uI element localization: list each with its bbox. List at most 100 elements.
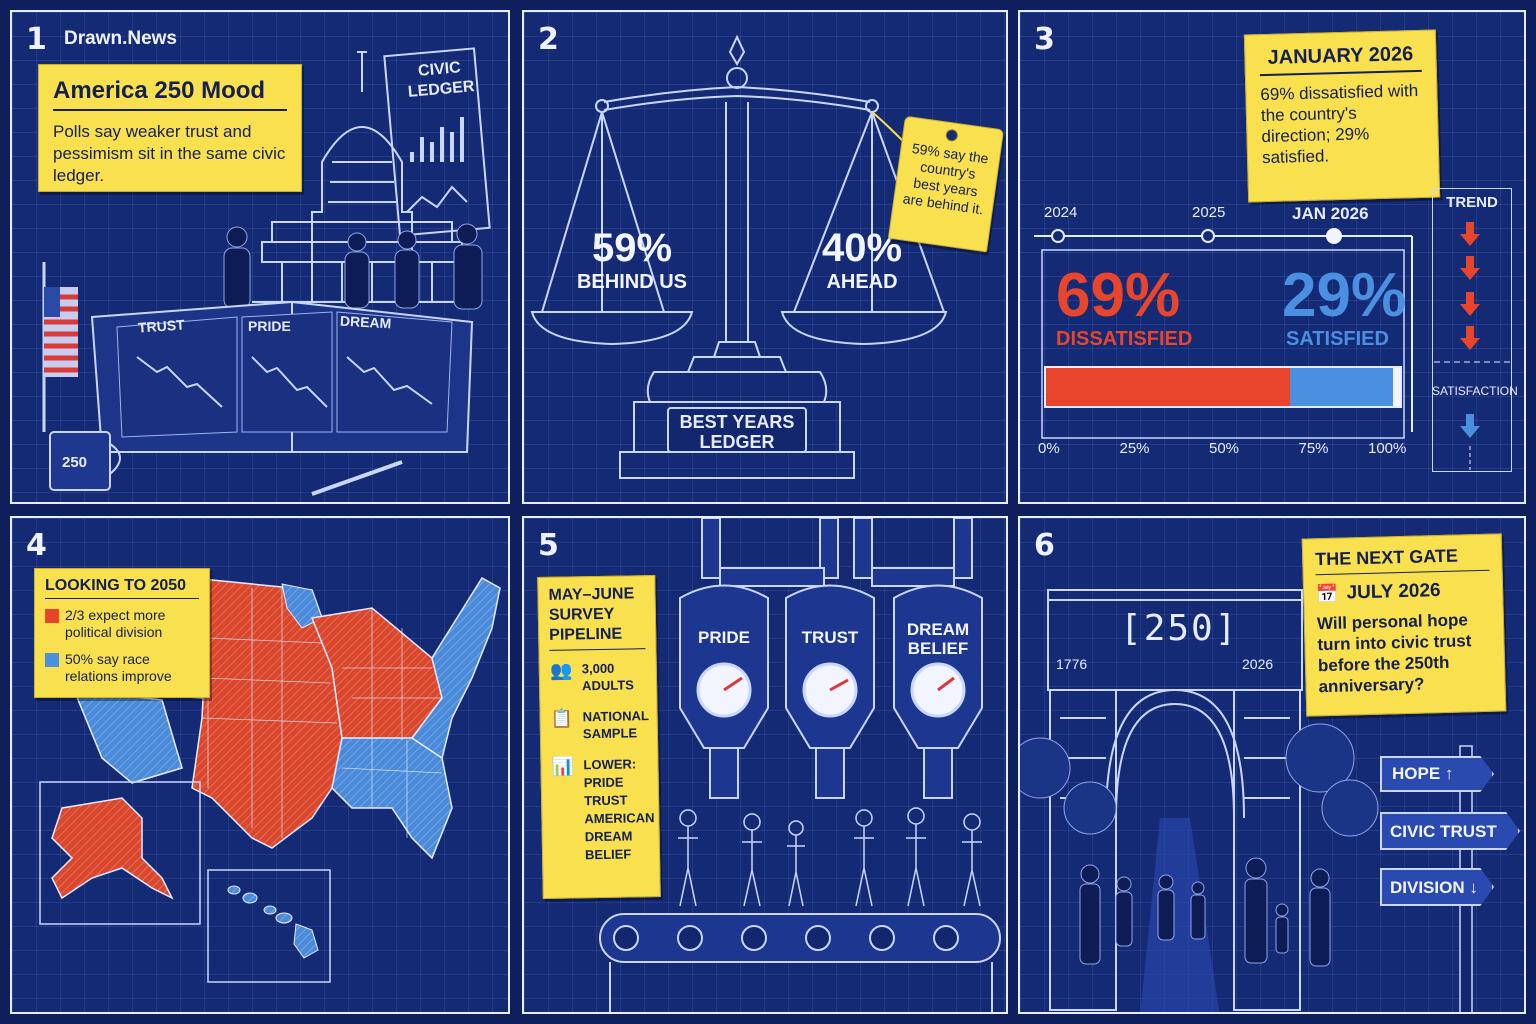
- chart-icon: 📊: [551, 756, 575, 777]
- people-icon: 👥: [549, 660, 573, 681]
- note-item-lower: 📊 LOWER: PRIDE TRUST AMERICAN DREAM BELI…: [551, 755, 655, 865]
- left-pan-label: BEHIND US: [576, 271, 687, 293]
- panel-4: 4: [10, 516, 510, 1014]
- dissatisfied-bar-segment: [1046, 368, 1291, 406]
- us-map: [39, 576, 501, 983]
- arch-year-right: 2026: [1242, 656, 1274, 672]
- timeline-label-2024: 2024: [1044, 204, 1078, 221]
- note-date: JULY 2026: [1346, 580, 1441, 604]
- survey-note: MAY–JUNE SURVEY PIPELINE 👥 3,000 ADULTS …: [537, 574, 661, 900]
- sign-hope: HOPE ↑: [1380, 756, 1494, 792]
- dissatisfied-label: DISSATISFIED: [1056, 328, 1193, 350]
- timeline-label-2025: 2025: [1192, 204, 1226, 221]
- satisfied-bar-segment: [1290, 368, 1393, 406]
- dissatisfied-value: 69%: [1056, 261, 1181, 330]
- bar-axis: 0% 25% 50% 75% 100%: [1038, 440, 1406, 460]
- panel-number: 3: [1034, 22, 1055, 57]
- down-arrow-icon: [1460, 256, 1480, 280]
- red-swatch-icon: [45, 609, 59, 623]
- left-pan-value: 59%: [591, 226, 673, 270]
- civic-ledger-board: CIVIC LEDGER: [405, 57, 475, 103]
- panel-6: 6 [250] 1776 20: [1018, 516, 1526, 1014]
- timeline-line: [1034, 228, 1413, 439]
- legend-item-race-relations: 50% say race relations improve: [45, 651, 199, 685]
- note-title: MAY–JUNE SURVEY PIPELINE: [548, 584, 646, 651]
- right-pan-stat: 40% AHEAD: [802, 226, 922, 294]
- arch-label-number: 250: [1143, 608, 1215, 649]
- gate-illustration: [1020, 589, 1473, 1012]
- panel-number: 2: [538, 22, 559, 57]
- note-item-adults: 👥 3,000 ADULTS: [550, 659, 647, 695]
- panel-5: 5: [522, 516, 1008, 1014]
- next-gate-note: THE NEXT GATE 📅 JULY 2026 Will personal …: [1301, 533, 1507, 717]
- tank-label-pride: PRIDE: [698, 628, 750, 647]
- axis-tick-label: 25%: [1119, 440, 1150, 457]
- down-arrow-icon: [1460, 414, 1480, 438]
- book-page-label-dream: DREAM: [339, 312, 392, 332]
- book-page-label-trust: TRUST: [137, 316, 186, 336]
- note-title: THE NEXT GATE: [1314, 544, 1490, 576]
- trend-arrows: [1434, 222, 1510, 470]
- legend-title: LOOKING TO 2050: [45, 577, 199, 599]
- legend-item-division: 2/3 expect more political division: [45, 607, 199, 641]
- flag-icon: [42, 262, 78, 432]
- timeline-label-jan-2026: JAN 2026: [1292, 204, 1369, 223]
- panel-number: 6: [1034, 528, 1055, 563]
- note-question: Will personal hope turn into civic trust…: [1316, 610, 1472, 697]
- panel-2: 2 59%: [522, 10, 1008, 504]
- panel-1: 1 Drawn.News: [10, 10, 510, 504]
- note-item-text: 3,000 ADULTS: [581, 660, 634, 694]
- mug-icon: [49, 431, 121, 491]
- axis-tick-label: 50%: [1209, 440, 1240, 457]
- mug-label: 250: [62, 454, 88, 471]
- page-title: America 250 Mood: [53, 77, 287, 111]
- blue-swatch-icon: [45, 653, 59, 667]
- left-pan-stat: 59% BEHIND US: [572, 226, 692, 294]
- arch-year-left: 1776: [1056, 656, 1088, 672]
- satisfaction-label: SATISFACTION: [1432, 384, 1518, 398]
- legend-item-text: 50% say race relations improve: [65, 651, 172, 684]
- panel-number: 4: [26, 528, 47, 563]
- legend-item-text: 2/3 expect more political division: [65, 607, 166, 640]
- note-item-sample: 📋 NATIONAL SAMPLE: [550, 707, 649, 743]
- down-arrow-icon: [1460, 222, 1480, 246]
- satisfaction-bar: [1044, 366, 1402, 408]
- sign-civic-trust: CIVIC TRUST →: [1380, 812, 1520, 850]
- sign-division: DIVISION ↓: [1380, 868, 1494, 906]
- tag-hole-icon: [945, 128, 959, 143]
- right-pan-label: AHEAD: [826, 271, 898, 293]
- price-tag: 59% say the country's best years are beh…: [887, 115, 1005, 253]
- down-arrow-icon: [1460, 292, 1480, 316]
- tag-text: 59% say the country's best years are beh…: [902, 140, 990, 218]
- panel-3: 3 JANUARY 2026 69% dissatisfied with the…: [1018, 10, 1526, 504]
- base-label-line-2: LEDGER: [699, 432, 775, 452]
- trend-label: TREND: [1446, 194, 1498, 211]
- base-label-line-1: BEST YEARS: [679, 412, 795, 432]
- clipboard-icon: 📋: [550, 708, 574, 729]
- page-subtitle: Polls say weaker trust and pessimism sit…: [53, 122, 286, 185]
- trend-box: [1432, 188, 1512, 472]
- axis-tick-label: 75%: [1298, 440, 1329, 457]
- brand-logo: Drawn.News: [64, 28, 177, 49]
- satisfied-label: SATISFIED: [1286, 328, 1389, 350]
- tank-label-trust: TRUST: [801, 628, 859, 647]
- calendar-icon: 📅: [1315, 583, 1339, 604]
- arch-label: [250]: [1120, 608, 1239, 649]
- capitol-illustration: [42, 47, 491, 496]
- panel-number: 5: [538, 528, 559, 563]
- satisfied-value: 29%: [1282, 261, 1407, 330]
- book-page-label-pride: PRIDE: [248, 318, 291, 334]
- panel-number: 1: [26, 22, 47, 57]
- base-plaque: BEST YEARS LEDGER: [668, 412, 806, 452]
- map-legend: LOOKING TO 2050 2/3 expect more politica…: [34, 568, 210, 698]
- note-date-row: 📅 JULY 2026: [1316, 579, 1491, 606]
- scale-illustration: [530, 34, 948, 479]
- note-item-text: LOWER: PRIDE TRUST AMERICAN DREAM BELIEF: [583, 756, 655, 863]
- axis-tick-label: 100%: [1368, 440, 1407, 457]
- headline-note: America 250 Mood Polls say weaker trust …: [38, 64, 302, 192]
- pipeline-illustration: [599, 518, 1001, 1012]
- axis-tick-label: 0%: [1038, 440, 1060, 457]
- down-arrow-icon: [1460, 326, 1480, 350]
- tank-label-dream-belief: DREAM BELIEF: [906, 620, 970, 658]
- note-item-text: NATIONAL SAMPLE: [582, 708, 649, 742]
